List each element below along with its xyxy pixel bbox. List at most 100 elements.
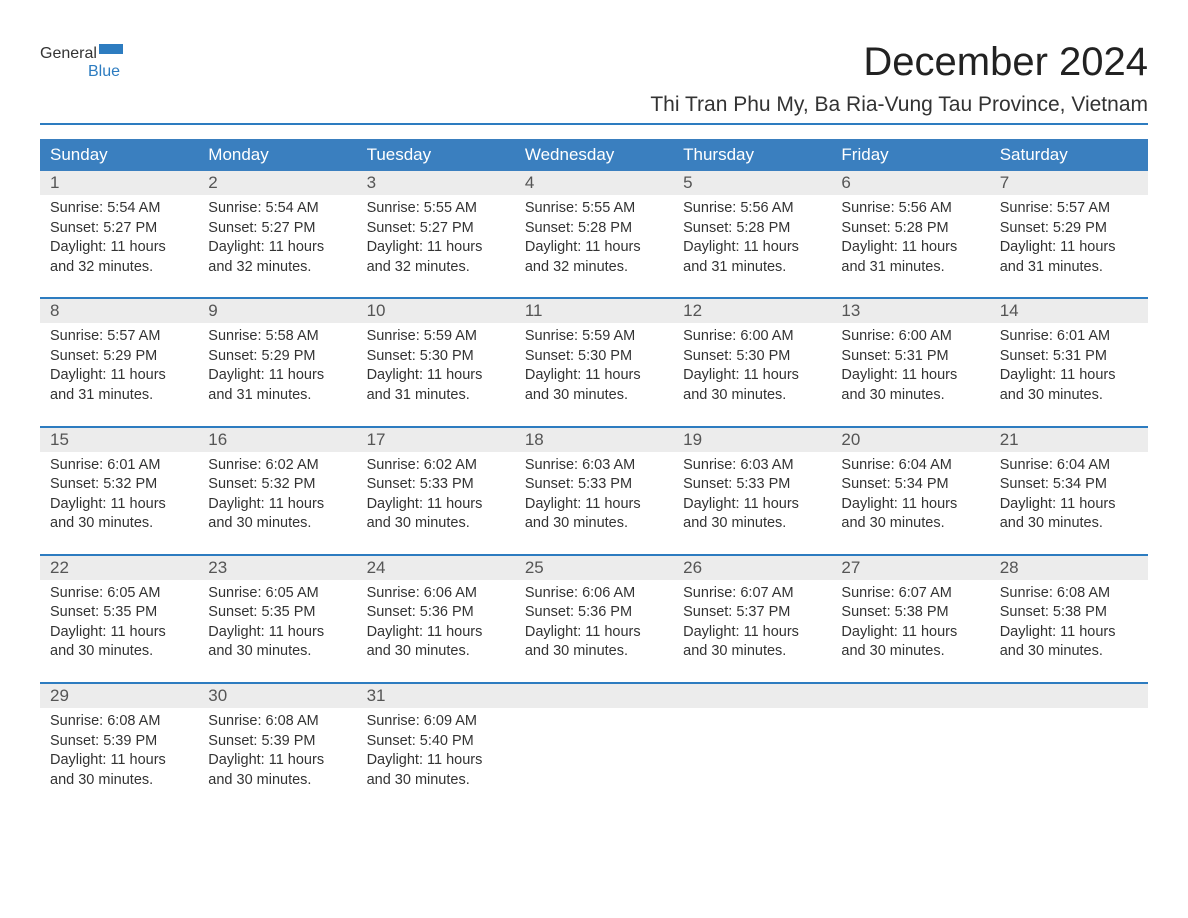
sunset-line: Sunset: 5:27 PM: [367, 219, 505, 239]
date-number: [673, 684, 831, 708]
sunset-line: Sunset: 5:32 PM: [50, 475, 188, 495]
day-cell: Sunrise: 5:59 AMSunset: 5:30 PMDaylight:…: [515, 323, 673, 409]
daylight-line-1: Daylight: 11 hours: [367, 623, 505, 643]
date-number: 14: [990, 299, 1148, 323]
date-number: 28: [990, 556, 1148, 580]
date-number: 16: [198, 428, 356, 452]
day-cell: [831, 708, 989, 794]
sunrise-line: Sunrise: 6:04 AM: [1000, 456, 1138, 476]
sunset-line: Sunset: 5:31 PM: [1000, 347, 1138, 367]
daylight-line-2: and 32 minutes.: [367, 258, 505, 278]
sunset-line: Sunset: 5:35 PM: [50, 603, 188, 623]
sunset-line: Sunset: 5:29 PM: [50, 347, 188, 367]
logo-text-blue: Blue: [88, 64, 137, 80]
sunrise-line: Sunrise: 5:57 AM: [1000, 199, 1138, 219]
date-number: 2: [198, 171, 356, 195]
daylight-line-1: Daylight: 11 hours: [683, 366, 821, 386]
daylight-line-2: and 31 minutes.: [683, 258, 821, 278]
date-number: [990, 684, 1148, 708]
sunset-line: Sunset: 5:37 PM: [683, 603, 821, 623]
date-number: 6: [831, 171, 989, 195]
sunrise-line: Sunrise: 5:57 AM: [50, 327, 188, 347]
date-number: 4: [515, 171, 673, 195]
daylight-line-2: and 30 minutes.: [50, 642, 188, 662]
sunrise-line: Sunrise: 6:05 AM: [208, 584, 346, 604]
date-number: 23: [198, 556, 356, 580]
daylight-line-2: and 32 minutes.: [525, 258, 663, 278]
day-cell: Sunrise: 6:04 AMSunset: 5:34 PMDaylight:…: [990, 452, 1148, 538]
sunset-line: Sunset: 5:38 PM: [841, 603, 979, 623]
sunset-line: Sunset: 5:32 PM: [208, 475, 346, 495]
sunset-line: Sunset: 5:33 PM: [683, 475, 821, 495]
daylight-line-2: and 31 minutes.: [367, 386, 505, 406]
date-number: 22: [40, 556, 198, 580]
daylight-line-2: and 30 minutes.: [367, 771, 505, 791]
date-number: 19: [673, 428, 831, 452]
sunset-line: Sunset: 5:28 PM: [683, 219, 821, 239]
daylight-line-1: Daylight: 11 hours: [208, 495, 346, 515]
daylight-line-2: and 30 minutes.: [1000, 386, 1138, 406]
sunset-line: Sunset: 5:30 PM: [367, 347, 505, 367]
week-content-row: Sunrise: 6:08 AMSunset: 5:39 PMDaylight:…: [40, 708, 1148, 794]
date-number: [831, 684, 989, 708]
date-number-row: 15161718192021: [40, 426, 1148, 452]
sunset-line: Sunset: 5:33 PM: [367, 475, 505, 495]
page-title: December 2024: [863, 40, 1148, 85]
daylight-line-1: Daylight: 11 hours: [50, 751, 188, 771]
weekday-header: Tuesday: [357, 139, 515, 171]
day-cell: Sunrise: 5:58 AMSunset: 5:29 PMDaylight:…: [198, 323, 356, 409]
daylight-line-2: and 32 minutes.: [50, 258, 188, 278]
week-content-row: Sunrise: 5:57 AMSunset: 5:29 PM Daylight:…: [40, 323, 1148, 409]
daylight-line-1: Daylight: 11 hours: [367, 366, 505, 386]
daylight-line-2: and 30 minutes.: [1000, 642, 1138, 662]
daylight-line-1: Daylight: 11 hours: [683, 238, 821, 258]
date-number: 11: [515, 299, 673, 323]
sunset-line: Sunset: 5:33 PM: [525, 475, 663, 495]
calendar: Sunday Monday Tuesday Wednesday Thursday…: [40, 139, 1148, 794]
sunrise-line: Sunrise: 6:02 AM: [208, 456, 346, 476]
sunset-line: Sunset: 5:27 PM: [208, 219, 346, 239]
date-number: [515, 684, 673, 708]
daylight-line-2: and 30 minutes.: [841, 514, 979, 534]
day-cell: Sunrise: 6:07 AMSunset: 5:38 PMDaylight:…: [831, 580, 989, 666]
daylight-line-2: and 30 minutes.: [525, 514, 663, 534]
date-number: 13: [831, 299, 989, 323]
day-cell: Sunrise: 6:06 AMSunset: 5:36 PMDaylight:…: [515, 580, 673, 666]
day-cell: Sunrise: 5:59 AMSunset: 5:30 PMDaylight:…: [357, 323, 515, 409]
sunrise-line: Sunrise: 5:54 AM: [50, 199, 188, 219]
sunrise-line: Sunrise: 6:04 AM: [841, 456, 979, 476]
daylight-line-1: Daylight: 11 hours: [841, 495, 979, 515]
sunset-line: Sunset: 5:39 PM: [208, 732, 346, 752]
day-cell: Sunrise: 6:02 AMSunset: 5:33 PMDaylight:…: [357, 452, 515, 538]
sunset-line: Sunset: 5:27 PM: [50, 219, 188, 239]
weekday-header: Wednesday: [515, 139, 673, 171]
day-cell: Sunrise: 5:56 AMSunset: 5:28 PMDaylight:…: [831, 195, 989, 281]
date-number: 7: [990, 171, 1148, 195]
day-cell: [515, 708, 673, 794]
daylight-line-1: Daylight: 11 hours: [683, 623, 821, 643]
daylight-line-1: Daylight: 11 hours: [1000, 495, 1138, 515]
sunset-line: Sunset: 5:34 PM: [1000, 475, 1138, 495]
date-number: 20: [831, 428, 989, 452]
date-number: 27: [831, 556, 989, 580]
day-cell: Sunrise: 5:55 AMSunset: 5:27 PMDaylight:…: [357, 195, 515, 281]
sunrise-line: Sunrise: 6:09 AM: [367, 712, 505, 732]
daylight-line-2: and 32 minutes.: [208, 258, 346, 278]
sunset-line: Sunset: 5:39 PM: [50, 732, 188, 752]
daylight-line-2: and 30 minutes.: [208, 642, 346, 662]
day-cell: Sunrise: 5:55 AMSunset: 5:28 PMDaylight:…: [515, 195, 673, 281]
sunrise-line: Sunrise: 6:02 AM: [367, 456, 505, 476]
date-number-row: 293031: [40, 682, 1148, 708]
sunrise-line: Sunrise: 6:08 AM: [1000, 584, 1138, 604]
logo-text-general: General: [40, 46, 97, 62]
sunrise-line: Sunrise: 5:56 AM: [683, 199, 821, 219]
date-number: 17: [357, 428, 515, 452]
daylight-line-1: Daylight: 11 hours: [525, 238, 663, 258]
date-number: 18: [515, 428, 673, 452]
day-cell: Sunrise: 6:05 AMSunset: 5:35 PMDaylight:…: [198, 580, 356, 666]
daylight-line-1: Daylight: 11 hours: [208, 238, 346, 258]
daylight-line-1: Daylight: 11 hours: [683, 495, 821, 515]
sunrise-line: Sunrise: 6:03 AM: [683, 456, 821, 476]
date-number: 25: [515, 556, 673, 580]
daylight-line-1: Daylight: 11 hours: [367, 238, 505, 258]
